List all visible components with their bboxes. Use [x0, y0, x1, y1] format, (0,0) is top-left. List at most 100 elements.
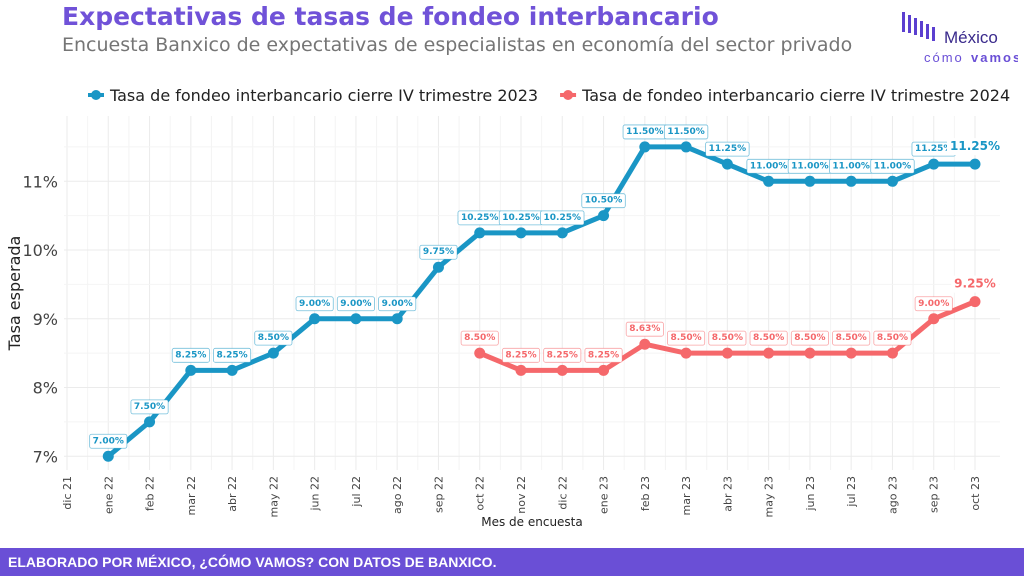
data-point — [598, 364, 610, 376]
data-point — [515, 364, 527, 376]
data-point — [928, 158, 940, 170]
data-point — [598, 210, 610, 222]
x-tick-label: may 23 — [763, 476, 776, 517]
data-point — [721, 347, 733, 359]
data-label: 8.25% — [505, 350, 536, 360]
data-point — [845, 175, 857, 187]
data-label: 7.50% — [134, 402, 165, 412]
data-label-box — [667, 330, 706, 346]
legend-swatch-dot — [91, 90, 101, 100]
data-point — [185, 364, 197, 376]
data-label: 7.00% — [93, 436, 124, 446]
data-label: 9.00% — [382, 299, 413, 309]
data-label: 8.25% — [216, 350, 247, 360]
x-tick-label: ene 23 — [598, 476, 611, 514]
legend-label: Tasa de fondeo interbancario cierre IV t… — [581, 86, 1010, 105]
data-label-box — [540, 210, 585, 226]
data-label-box — [130, 399, 169, 415]
data-label: 8.50% — [794, 333, 825, 343]
x-tick-label: jul 22 — [350, 476, 363, 508]
data-point — [886, 347, 898, 359]
data-point — [474, 347, 486, 359]
x-tick-label: nov 22 — [515, 476, 528, 514]
x-tick-label: oct 23 — [969, 476, 982, 511]
x-tick-label: jun 23 — [804, 476, 817, 512]
x-tick-label: dic 21 — [61, 476, 74, 510]
data-label-box — [951, 275, 999, 293]
x-tick-label: ago 23 — [886, 476, 899, 514]
data-label: 8.63% — [629, 324, 660, 334]
data-point — [886, 175, 898, 187]
data-label: 8.25% — [547, 350, 578, 360]
data-point — [391, 313, 403, 325]
data-label-box — [295, 296, 334, 312]
data-label-box — [89, 433, 128, 449]
chart-title: Expectativas de tasas de fondeo interban… — [62, 2, 719, 31]
data-point — [680, 347, 692, 359]
data-label: 8.50% — [753, 333, 784, 343]
mexico-como-vamos-logo: México cómo vamos — [902, 12, 1018, 65]
data-point — [763, 347, 775, 359]
data-point — [556, 227, 568, 239]
data-label-box — [171, 347, 210, 363]
data-point — [144, 416, 156, 428]
data-label: 10.25% — [544, 213, 582, 223]
series-line-1 — [105, 144, 978, 459]
x-tick-label: jun 22 — [309, 476, 322, 512]
data-label: 11.00% — [832, 161, 870, 171]
legend-swatch-dot — [563, 90, 574, 100]
legend-label: Tasa de fondeo interbancario cierre IV t… — [109, 86, 538, 105]
data-label-box — [501, 347, 541, 363]
data-label-box — [460, 330, 499, 346]
data-point — [969, 158, 981, 170]
data-label: 8.25% — [588, 350, 619, 360]
data-label-box — [749, 330, 788, 346]
data-point — [102, 450, 114, 462]
data-label-box — [873, 330, 912, 346]
data-point — [556, 364, 568, 376]
data-label-box — [584, 347, 623, 363]
line-chart: 7% 8% 9% 10% 11% dic 21 ene 22 feb 22 mar 22 abr … — [5, 86, 1010, 529]
data-point — [804, 347, 816, 359]
logo-vamos-text: vamos — [971, 50, 1018, 65]
footer-credit: ELABORADO POR MÉXICO, ¿CÓMO VAMOS? CON D… — [0, 548, 1024, 576]
data-label: 11.25% — [915, 144, 953, 154]
data-point — [639, 338, 651, 350]
data-label: 8.50% — [258, 333, 289, 343]
x-tick-label: abr 23 — [721, 476, 734, 512]
data-point — [515, 227, 527, 239]
data-point — [763, 175, 775, 187]
x-tick-label: oct 22 — [474, 476, 487, 511]
data-label-box — [663, 124, 709, 140]
data-label-box — [254, 330, 293, 346]
y-tick-label: 7% — [33, 447, 58, 466]
data-point — [928, 313, 940, 325]
x-tick-label: sep 22 — [432, 476, 445, 513]
data-label: 9.75% — [423, 247, 454, 257]
data-point — [680, 141, 692, 153]
data-label: 8.50% — [712, 333, 743, 343]
data-label: 9.25% — [954, 277, 996, 291]
data-label: 8.50% — [670, 333, 701, 343]
x-tick-label: jul 23 — [845, 476, 858, 508]
data-label-box — [914, 296, 953, 312]
data-label-box — [870, 158, 915, 174]
data-label: 8.50% — [836, 333, 867, 343]
x-axis-title: Mes de encuesta — [481, 515, 583, 529]
x-tick-label: may 22 — [267, 476, 280, 517]
data-point — [639, 141, 651, 153]
data-label: 11.25% — [950, 139, 1000, 153]
data-label: 9.00% — [299, 299, 330, 309]
x-tick-label: sep 23 — [928, 476, 941, 513]
x-tick-label: abr 22 — [226, 476, 239, 512]
data-label-box — [790, 330, 829, 346]
data-point — [432, 261, 444, 273]
data-point — [309, 313, 321, 325]
data-label-box — [581, 193, 626, 209]
data-label-box — [543, 347, 582, 363]
logo-como-text: cómo — [924, 50, 964, 65]
x-tick-label: mar 22 — [185, 476, 198, 515]
y-tick-label: 10% — [22, 241, 58, 260]
data-label: 10.25% — [502, 213, 540, 223]
y-axis-title: Tasa esperada — [5, 236, 24, 352]
